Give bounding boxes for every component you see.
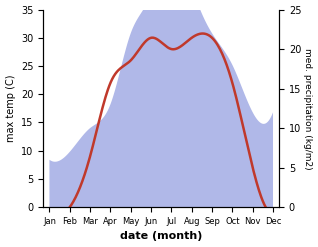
Y-axis label: med. precipitation (kg/m2): med. precipitation (kg/m2) [303, 48, 313, 169]
X-axis label: date (month): date (month) [120, 231, 203, 242]
Y-axis label: max temp (C): max temp (C) [5, 75, 16, 142]
